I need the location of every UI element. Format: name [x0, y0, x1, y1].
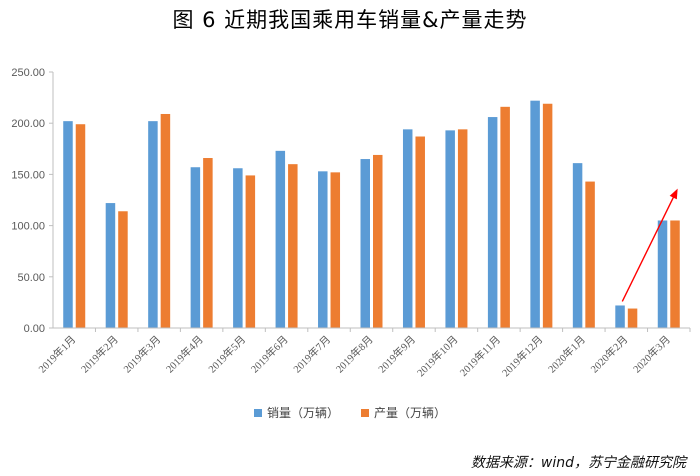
bar-sales	[360, 159, 370, 328]
bar-sales	[445, 130, 455, 328]
y-tick-label: 50.00	[17, 272, 45, 284]
bar-sales	[530, 100, 540, 328]
x-tick-label: 2019年11月	[457, 333, 503, 379]
legend-label-production: 产量（万辆）	[374, 406, 447, 420]
y-tick-label: 0.00	[24, 323, 45, 335]
bar-production	[457, 129, 468, 328]
bar-production	[670, 220, 680, 328]
y-tick-label: 100.00	[11, 221, 45, 233]
bar-sales	[105, 203, 116, 328]
bar-production	[160, 113, 171, 328]
bar-production	[330, 172, 341, 328]
bar-sales	[572, 163, 583, 328]
bar-production	[118, 211, 128, 328]
bar-production	[373, 154, 383, 328]
x-tick-label: 2020年3月	[630, 333, 673, 376]
legend-swatch-sales	[253, 408, 262, 417]
bar-production	[500, 106, 510, 328]
x-tick-label: 2019年7月	[291, 333, 334, 376]
x-tick-label: 2019年5月	[206, 333, 249, 376]
source-note: 数据来源：wind，苏宁金融研究院	[470, 455, 686, 471]
bar-production	[627, 308, 638, 328]
bar-sales	[190, 167, 201, 328]
x-tick-label: 2019年1月	[36, 333, 79, 376]
x-tick-label: 2019年6月	[248, 333, 291, 376]
x-tick-label: 2019年4月	[163, 333, 206, 376]
chart-title: 图 6 近期我国乘用车销量&产量走势	[172, 8, 528, 32]
bars	[63, 100, 680, 328]
bar-sales	[148, 121, 158, 328]
x-tick-label: 2019年12月	[499, 333, 545, 379]
bar-sales	[615, 305, 625, 328]
bar-production	[415, 136, 425, 328]
legend-swatch-production	[361, 408, 369, 417]
bar-production	[75, 124, 86, 328]
legend: 销量（万辆） 产量（万辆）	[0, 404, 700, 421]
bar-sales	[657, 220, 668, 328]
bar-sales	[275, 150, 286, 328]
y-tick-label: 250.00	[11, 67, 45, 79]
legend-item-production: 产量（万辆）	[361, 404, 446, 421]
bar-sales	[233, 168, 243, 328]
x-tick-label: 2019年3月	[121, 333, 164, 376]
x-axis: 2019年1月 2019年2月 2019年3月 2019年4月 2019年5月 2019年…	[36, 327, 691, 379]
bar-production	[203, 158, 213, 328]
annotation	[621, 188, 678, 302]
bar-production	[542, 103, 553, 328]
y-axis: 0.00 50.00 100.00 150.00 200.00 250.00	[11, 67, 54, 335]
x-tick-label: 2019年10月	[414, 333, 460, 379]
x-tick-label: 2019年9月	[375, 333, 418, 376]
x-tick-label: 2020年2月	[588, 333, 631, 376]
legend-item-sales: 销量（万辆）	[253, 404, 339, 421]
bar-sales	[402, 129, 413, 328]
x-tick-label: 2020年1月	[545, 333, 588, 376]
x-tick-label: 2019年8月	[333, 333, 376, 376]
x-tick-label: 2019年2月	[78, 333, 121, 376]
legend-label-sales: 销量（万辆）	[266, 406, 339, 420]
annotation-arrow	[621, 188, 678, 302]
bar-sales	[487, 117, 498, 328]
bar-production	[288, 164, 298, 328]
bar-sales	[63, 121, 73, 328]
bar-sales	[318, 171, 328, 328]
y-tick-label: 200.00	[11, 118, 45, 130]
y-tick-label: 150.00	[11, 169, 45, 181]
bar-production	[585, 181, 595, 328]
bar-production	[245, 175, 256, 328]
